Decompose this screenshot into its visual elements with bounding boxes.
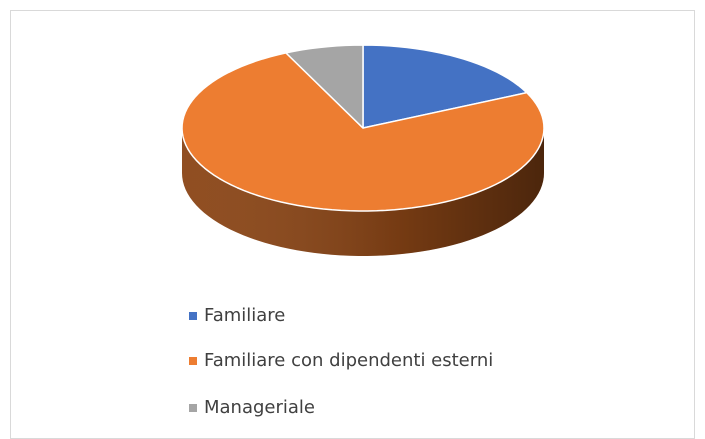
legend-swatch <box>189 357 197 365</box>
slice <box>285 44 364 129</box>
legend-label: Manageriale <box>204 397 315 418</box>
slice-side-shade <box>182 128 544 256</box>
slice <box>362 44 528 129</box>
legend-label: Familiare con dipendenti esterni <box>204 350 493 371</box>
legend-swatch <box>189 312 197 320</box>
legend-swatch <box>189 404 197 412</box>
legend-label: Familiare <box>204 305 285 326</box>
slice <box>181 52 545 212</box>
